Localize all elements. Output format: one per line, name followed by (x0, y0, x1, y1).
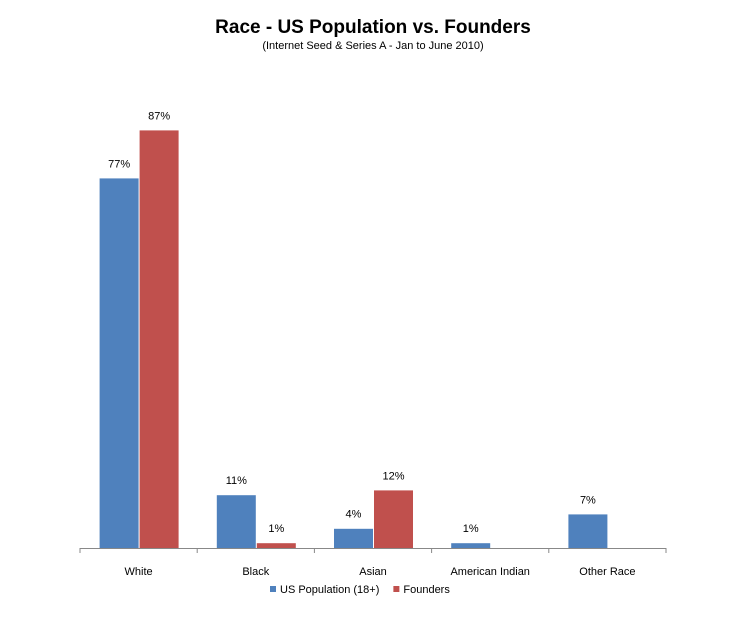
value-label: 4% (346, 509, 362, 521)
x-tick-label: Black (242, 566, 269, 578)
bar (568, 514, 608, 548)
x-tick-label: American Indian (450, 566, 530, 578)
legend-label: Founders (403, 584, 450, 596)
x-tick-label: White (125, 566, 153, 578)
bar (256, 543, 296, 548)
bar (334, 528, 373, 548)
legend-swatch (270, 586, 276, 592)
value-label: 11% (226, 475, 247, 487)
bar (216, 495, 256, 548)
bar (99, 178, 139, 548)
value-label: 12% (382, 470, 404, 482)
x-tick-label: Asian (359, 566, 387, 578)
bar (139, 130, 179, 548)
value-label: 7% (580, 494, 596, 506)
bar (451, 543, 491, 548)
x-tick-label: Other Race (579, 566, 635, 578)
legend-swatch (393, 586, 400, 592)
value-label: 1% (463, 523, 479, 535)
bar (374, 490, 413, 548)
value-label: 1% (268, 523, 284, 535)
chart-title: Race - US Population vs. Founders (215, 17, 531, 38)
value-label: 77% (108, 158, 130, 170)
value-label: 87% (148, 110, 170, 122)
legend-label: US Population (18+) (280, 584, 379, 596)
chart-subtitle: (Internet Seed & Series A - Jan to June … (262, 40, 483, 52)
